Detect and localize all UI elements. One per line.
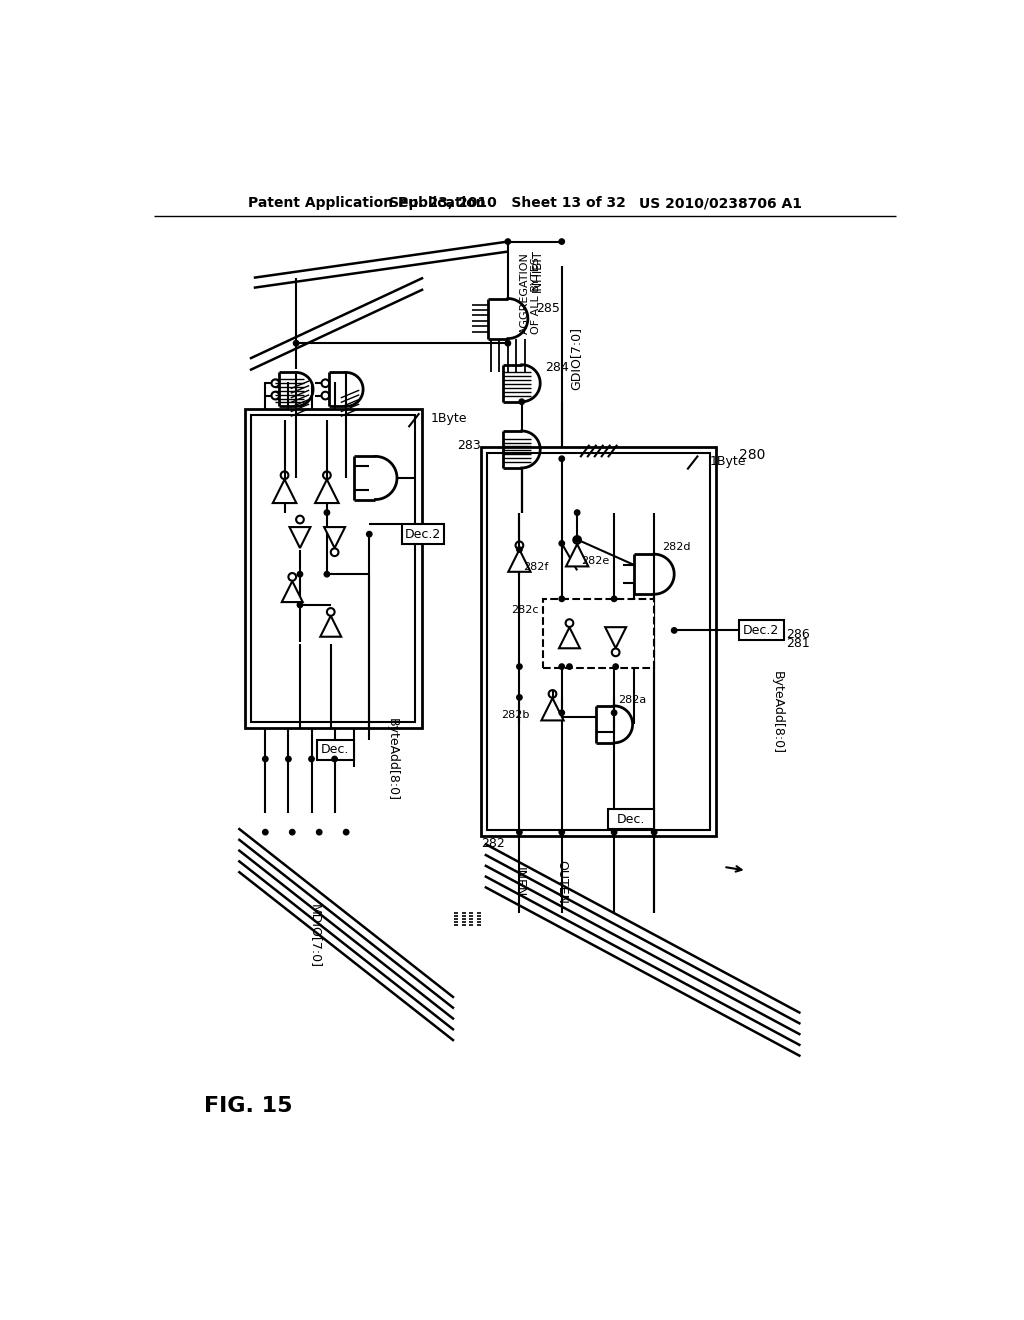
Circle shape [517,664,522,669]
Text: 283: 283 [457,440,481,453]
Polygon shape [325,527,345,548]
Text: 282b: 282b [501,710,529,721]
Circle shape [505,239,511,244]
Circle shape [574,537,580,543]
Circle shape [611,710,616,715]
Circle shape [517,694,522,700]
Circle shape [559,455,564,462]
Bar [251,414,416,722]
Circle shape [559,239,564,244]
Text: Sep. 23, 2010   Sheet 13 of 32: Sep. 23, 2010 Sheet 13 of 32 [389,197,627,210]
Circle shape [574,510,580,515]
Text: Dec.: Dec. [616,813,645,825]
Text: 282a: 282a [617,694,646,705]
Circle shape [290,829,295,834]
Text: 280: 280 [739,447,765,462]
Circle shape [309,756,314,762]
Polygon shape [321,615,341,636]
Bar [245,409,422,729]
Circle shape [517,829,522,834]
Text: ByteAdd[8:0]: ByteAdd[8:0] [771,672,783,754]
Text: MDIO[7:0]: MDIO[7:0] [309,904,322,968]
Text: 286: 286 [786,628,810,640]
Circle shape [325,510,330,515]
Text: Dec.2: Dec.2 [743,624,779,638]
Circle shape [566,664,572,669]
Polygon shape [290,527,310,548]
Circle shape [559,664,564,669]
Bar [316,739,354,760]
Circle shape [613,664,618,669]
Bar [481,447,716,836]
Text: 1Byte: 1Byte [431,412,467,425]
Circle shape [294,341,299,346]
Text: FIG. 15: FIG. 15 [204,1096,292,1115]
Text: OUTEN: OUTEN [555,861,568,904]
Text: 282e: 282e [581,556,609,566]
Circle shape [517,546,522,552]
Polygon shape [559,627,580,648]
Circle shape [651,829,656,834]
Text: INHIBIT: INHIBIT [531,248,544,292]
Circle shape [519,399,524,404]
Polygon shape [566,544,588,566]
Text: GDIO[7:0]: GDIO[7:0] [569,327,583,391]
Circle shape [325,572,330,577]
Bar [608,809,654,829]
Polygon shape [508,549,530,572]
Polygon shape [542,698,563,721]
Text: 282f: 282f [523,561,549,572]
Circle shape [611,829,616,834]
Text: 1Byte: 1Byte [710,454,746,467]
Text: 281: 281 [786,638,810,649]
Text: 282: 282 [481,837,505,850]
Text: 285: 285 [537,302,560,315]
Bar [739,620,783,640]
Circle shape [286,756,291,762]
Text: Dec.2: Dec.2 [404,528,440,541]
Circle shape [505,341,511,346]
Circle shape [367,532,372,537]
Text: 282c: 282c [511,606,539,615]
Text: Dec.: Dec. [322,743,349,756]
Circle shape [262,829,268,834]
Circle shape [297,572,303,577]
Circle shape [343,829,349,834]
Circle shape [332,756,337,762]
Circle shape [559,829,564,834]
Text: AGGREGATION
OF ALL BYTES: AGGREGATION OF ALL BYTES [519,252,541,334]
Text: Patent Application Publication: Patent Application Publication [248,197,485,210]
Circle shape [559,597,564,602]
Circle shape [672,628,677,634]
Circle shape [559,710,564,715]
Circle shape [262,756,268,762]
Text: US 2010/0238706 A1: US 2010/0238706 A1 [639,197,802,210]
Text: INEN: INEN [513,867,526,898]
Text: ByteAdd[8:0]: ByteAdd[8:0] [386,718,399,800]
Polygon shape [282,581,303,602]
Text: 282d: 282d [662,543,690,552]
Circle shape [559,541,564,546]
Circle shape [611,597,616,602]
Bar [487,453,710,830]
Circle shape [297,602,303,607]
Polygon shape [272,479,296,503]
Bar [543,599,654,668]
Circle shape [316,829,322,834]
Text: 284: 284 [545,362,568,375]
Polygon shape [605,627,626,648]
Polygon shape [315,479,339,503]
Bar [401,524,444,544]
